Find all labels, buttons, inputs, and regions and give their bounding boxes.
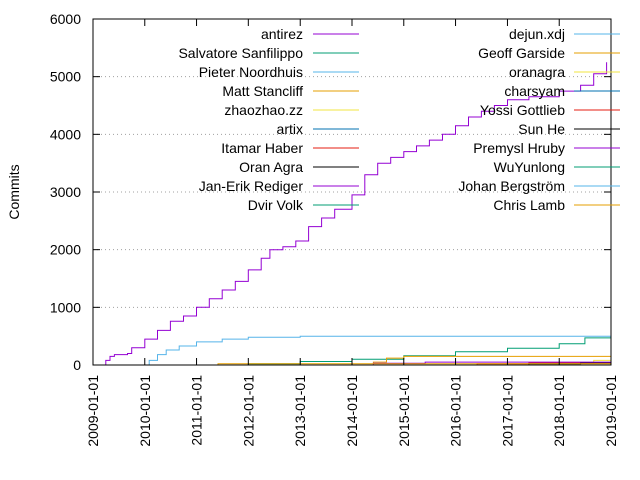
y-tick-label: 2000 — [50, 242, 81, 258]
legend-entry-label: Jan-Erik Rediger — [199, 178, 304, 194]
legend-entry-label: Sun He — [518, 121, 565, 137]
x-tick-label: 2014-01-01 — [344, 375, 360, 447]
y-tick-label: 3000 — [50, 184, 81, 200]
legend-entry-label: dejun.xdj — [509, 26, 565, 42]
legend-entry-label: oranagra — [509, 64, 565, 80]
y-tick-label: 5000 — [50, 69, 81, 85]
y-tick-label: 1000 — [50, 299, 81, 315]
legend-entry-label: Premysl Hruby — [473, 140, 565, 156]
legend-entry-label: antirez — [261, 26, 303, 42]
y-tick-label: 0 — [73, 357, 81, 373]
y-axis-ticks: 0 1000 2000 3000 4000 5000 6000 — [50, 11, 611, 373]
legend-entry-label: Yossi Gottlieb — [480, 102, 565, 118]
series-line — [352, 361, 612, 366]
x-tick-label: 2017-01-01 — [499, 375, 515, 447]
legend-entry-label: Dvir Volk — [248, 197, 304, 213]
legend-entry-label: artix — [277, 121, 303, 137]
x-tick-label: 2010-01-01 — [137, 375, 153, 447]
x-tick-label: 2012-01-01 — [240, 375, 256, 447]
legend-entry-label: charsyam — [504, 83, 565, 99]
x-tick-label: 2013-01-01 — [292, 375, 308, 447]
legend-entry-label: zhaozhao.zz — [224, 102, 303, 118]
x-tick-label: 2019-01-01 — [603, 375, 619, 447]
legend-entry-label: Geoff Garside — [478, 45, 565, 61]
x-tick-label: 2011-01-01 — [189, 375, 205, 446]
x-tick-label: 2015-01-01 — [396, 375, 412, 447]
y-tick-label: 6000 — [50, 11, 81, 27]
y-axis-label: Commits — [6, 164, 22, 219]
legend-entry-label: Itamar Haber — [221, 140, 303, 156]
series-line — [131, 335, 612, 366]
y-tick-label: 4000 — [50, 126, 81, 142]
x-tick-label: 2009-01-01 — [85, 375, 101, 447]
x-tick-label: 2018-01-01 — [551, 375, 567, 447]
legend-entry-label: Chris Lamb — [493, 197, 565, 213]
legend-entry-label: Pieter Noordhuis — [199, 64, 303, 80]
x-tick-label: 2016-01-01 — [448, 375, 464, 447]
legend-entry-label: Johan Bergström — [458, 178, 565, 194]
legend-entry-label: Oran Agra — [239, 159, 303, 175]
legend-entry-label: Matt Stancliff — [222, 83, 303, 99]
legend-entry-label: Salvatore Sanfilippo — [178, 45, 303, 61]
series-line — [101, 62, 608, 366]
legend-entry-label: WuYunlong — [494, 159, 565, 175]
x-axis-ticks: 2009-01-01 2010-01-01 2011-01-01 2012-01-01… — [85, 19, 619, 447]
legend: antirez Salvatore Sanfilippo Pieter Noordh… — [178, 26, 620, 213]
